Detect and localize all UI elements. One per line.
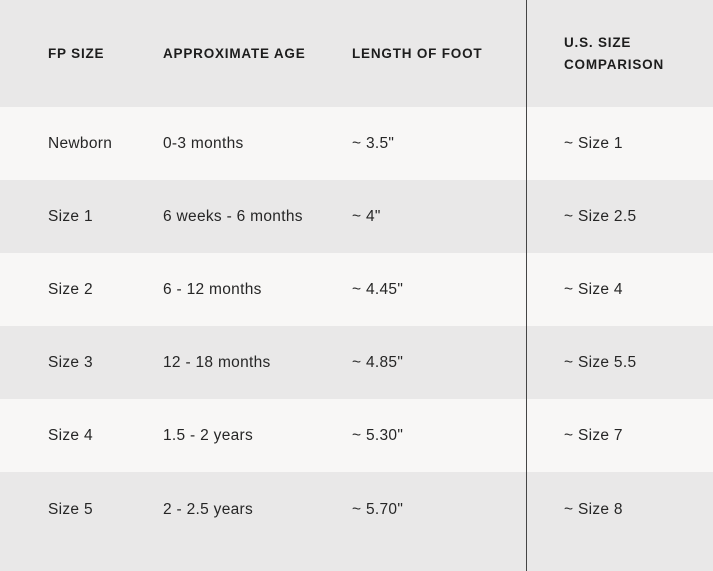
cell-length-of-foot: ~ 4.85" xyxy=(352,353,404,371)
cell-approximate-age: 6 weeks - 6 months xyxy=(163,207,303,225)
cell-us-size-comparison: ~ Size 5.5 xyxy=(526,326,713,399)
table-header-row: FP SIZE APPROXIMATE AGE LENGTH OF FOOT U… xyxy=(0,0,713,107)
cell-us-size-comparison: ~ Size 1 xyxy=(526,107,713,180)
cell-approximate-age: 12 - 18 months xyxy=(163,353,271,371)
table-row-size-4: Size 4 1.5 - 2 years ~ 5.30" ~ Size 7 xyxy=(0,399,713,472)
cell-fp-size: Size 5 xyxy=(48,501,93,518)
cell-approximate-age: 6 - 12 months xyxy=(163,280,262,298)
column-header-fp-size: FP SIZE xyxy=(48,46,105,61)
table-row-size-3: Size 3 12 - 18 months ~ 4.85" ~ Size 5.5 xyxy=(0,326,713,399)
cell-length-of-foot: ~ 5.30" xyxy=(352,426,404,444)
cell-fp-size: Size 1 xyxy=(48,207,93,225)
table-row-size-2: Size 2 6 - 12 months ~ 4.45" ~ Size 4 xyxy=(0,253,713,326)
cell-fp-size: Size 2 xyxy=(48,280,93,298)
table-row-size-1: Size 1 6 weeks - 6 months ~ 4" ~ Size 2.… xyxy=(0,180,713,253)
cell-us-size-comparison: ~ Size 8 xyxy=(526,472,713,571)
column-header-approximate-age: APPROXIMATE AGE xyxy=(163,46,306,61)
cell-fp-size: Size 3 xyxy=(48,353,93,371)
cell-length-of-foot: ~ 4.45" xyxy=(352,280,404,298)
table-row-newborn: Newborn 0-3 months ~ 3.5" ~ Size 1 xyxy=(0,107,713,180)
cell-approximate-age: 1.5 - 2 years xyxy=(163,426,254,444)
cell-length-of-foot: ~ 4" xyxy=(352,207,381,225)
cell-us-size-comparison: ~ Size 2.5 xyxy=(526,180,713,253)
cell-approximate-age: 0-3 months xyxy=(163,134,244,152)
cell-length-of-foot: ~ 3.5" xyxy=(352,134,395,152)
table-row-size-5: Size 5 2 - 2.5 years ~ 5.70" ~ Size 8 xyxy=(0,472,713,571)
cell-fp-size: Newborn xyxy=(48,134,113,152)
cell-length-of-foot: ~ 5.70" xyxy=(352,501,404,518)
column-header-us-size-comparison-label: U.S. SIZE COMPARISON xyxy=(564,34,665,72)
column-header-length-of-foot: LENGTH OF FOOT xyxy=(352,46,483,61)
column-header-us-size-comparison: U.S. SIZE COMPARISON xyxy=(526,0,713,107)
cell-us-size-comparison: ~ Size 7 xyxy=(526,399,713,472)
cell-fp-size: Size 4 xyxy=(48,426,93,444)
cell-us-size-comparison: ~ Size 4 xyxy=(526,253,713,326)
cell-approximate-age: 2 - 2.5 years xyxy=(163,501,254,518)
